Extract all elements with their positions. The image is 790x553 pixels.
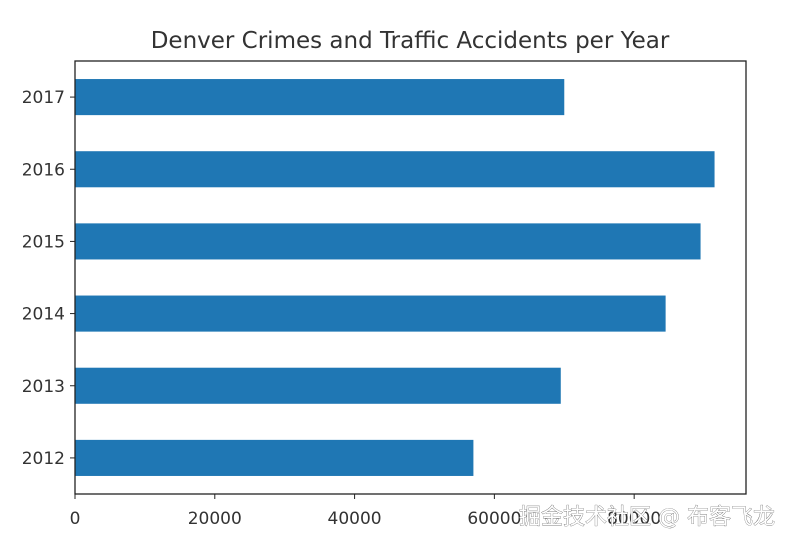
chart-title: Denver Crimes and Traffic Accidents per …	[151, 28, 670, 54]
x-tick-label: 20000	[188, 509, 242, 529]
bars-group	[75, 79, 715, 476]
bar-2015	[75, 223, 701, 260]
x-tick-label: 60000	[467, 509, 521, 529]
y-tick-label: 2012	[22, 449, 65, 469]
bar-2012	[75, 439, 474, 476]
y-axis-ticks: 2012 2013 2014 2015 2016 2017	[22, 88, 75, 469]
y-tick-label: 2015	[22, 232, 65, 252]
watermark-text: 掘金技术社区 @ 布客飞龙	[519, 505, 775, 530]
x-tick-label: 0	[70, 509, 81, 529]
y-tick-label: 2016	[22, 160, 65, 180]
x-tick-label: 80000	[607, 509, 661, 529]
plot-frame	[74, 60, 747, 495]
bar-2017	[75, 79, 565, 116]
y-tick-label: 2014	[22, 305, 65, 325]
bar-2016	[75, 151, 715, 188]
x-axis-ticks: 0 20000 40000 60000 80000	[70, 494, 661, 529]
y-tick-label: 2017	[22, 88, 65, 108]
y-tick-label: 2013	[22, 377, 65, 397]
x-tick-label: 40000	[328, 509, 382, 529]
bar-2013	[75, 367, 561, 404]
bar-2014	[75, 295, 666, 332]
